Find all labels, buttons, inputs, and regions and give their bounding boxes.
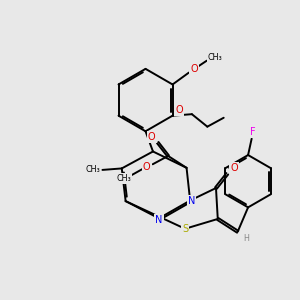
Text: CH₃: CH₃ xyxy=(116,174,131,183)
Text: O: O xyxy=(190,64,198,74)
Text: N: N xyxy=(188,196,195,206)
Text: F: F xyxy=(250,127,256,137)
Text: CH₃: CH₃ xyxy=(85,165,100,174)
Text: O: O xyxy=(143,162,151,172)
Text: S: S xyxy=(182,224,188,234)
Text: O: O xyxy=(230,164,238,173)
Text: H: H xyxy=(243,234,249,243)
Text: O: O xyxy=(148,132,156,142)
Text: O: O xyxy=(175,105,183,115)
Text: N: N xyxy=(155,215,163,225)
Text: CH₃: CH₃ xyxy=(208,53,222,62)
